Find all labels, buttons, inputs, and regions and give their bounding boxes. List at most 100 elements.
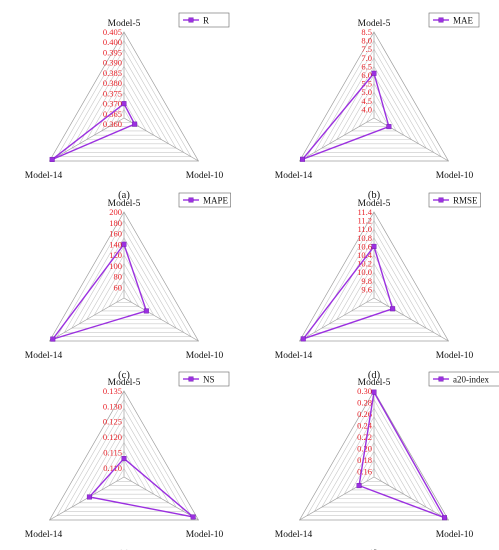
legend-marker	[188, 17, 194, 23]
grid-ring	[78, 424, 170, 504]
tick-label: 60	[114, 282, 123, 292]
grid-ring	[108, 100, 140, 127]
grid-ring	[328, 424, 420, 504]
grid-ring	[321, 416, 427, 508]
tick-label: 100	[109, 261, 122, 271]
grid-ring	[48, 211, 200, 342]
series-line	[358, 390, 447, 520]
grid-ring	[351, 450, 397, 491]
axis-name: Model-5	[358, 378, 391, 388]
tick-label: 0.400	[103, 37, 122, 47]
grid-ring	[313, 228, 435, 333]
data-point	[390, 306, 396, 312]
legend: RMSE	[428, 192, 481, 208]
grid-ring	[313, 48, 435, 153]
legend: a20-index	[428, 371, 499, 387]
grid-ring	[358, 100, 390, 127]
legend-marker	[438, 17, 444, 23]
data-point	[300, 156, 306, 162]
tick-label: 8.0	[361, 36, 372, 46]
tick-label: 0.30	[357, 386, 372, 396]
grid-ring	[101, 271, 147, 312]
axis-name: Model-10	[186, 530, 224, 540]
legend-box	[178, 371, 230, 387]
legend-label: RMSE	[453, 196, 478, 206]
tick-label: 11.4	[357, 207, 372, 217]
axis-name: Model-14	[25, 530, 63, 540]
data-point	[300, 336, 306, 342]
axis-name: Model-10	[436, 171, 474, 181]
tick-label: 0.26	[357, 409, 372, 419]
grid-ring	[306, 39, 442, 157]
tick-label: 10.2	[357, 259, 372, 269]
tick-label: 140	[109, 239, 122, 249]
legend-label: a20-index	[453, 375, 489, 385]
tick-label: 7.5	[361, 44, 372, 54]
tick-label: 8.5	[361, 27, 372, 37]
tick-label: 10.6	[357, 241, 372, 251]
radar-panel-5: 0.135 0.130 0.125 0.120 0.115 0.110 Model-5 Mod…	[25, 371, 230, 550]
grid-ring	[116, 108, 132, 123]
series-line	[88, 457, 196, 519]
data-point	[356, 483, 362, 489]
data-point	[86, 494, 92, 500]
series-line	[51, 102, 136, 161]
tick-label: 10.8	[357, 233, 372, 243]
axis-spoke	[373, 297, 449, 342]
legend-label: NS	[203, 375, 215, 385]
panel-label: (b)	[368, 190, 381, 201]
axis-name: Model-10	[186, 171, 224, 181]
legend: MAPE	[178, 192, 231, 208]
tick-label: 9.8	[361, 276, 372, 286]
legend-label: R	[203, 16, 209, 26]
grid-ring	[366, 467, 382, 482]
axis-name: Model-14	[275, 351, 313, 361]
radar-panel-2: 8.58.07.57.06.56.05.55.04.54.0 Model-5 Mod…	[275, 12, 480, 201]
axis-name: Model-14	[25, 351, 63, 361]
grid-ring	[313, 407, 435, 512]
grid-ring	[56, 220, 192, 338]
tick-label: 0.115	[103, 447, 122, 457]
tick-label: 4.5	[361, 96, 372, 106]
grid-ring	[358, 280, 390, 307]
grid-ring	[336, 74, 412, 140]
grid-ring	[328, 65, 420, 145]
legend-label: MAE	[453, 16, 474, 26]
grid-ring	[366, 288, 382, 303]
legend-box	[428, 192, 481, 208]
axis-spoke	[49, 117, 125, 162]
grid-ring	[63, 407, 185, 512]
axis-name: Model-5	[358, 199, 391, 209]
grid-ring	[63, 48, 185, 153]
series-line	[301, 244, 394, 341]
tick-label: 0.395	[103, 47, 122, 57]
legend-marker	[438, 376, 444, 382]
grid-ring	[298, 31, 450, 162]
legend-box	[178, 12, 230, 28]
axis-spoke	[49, 476, 125, 521]
data-point	[121, 101, 127, 107]
grid-ring	[71, 57, 177, 149]
grid-ring	[306, 220, 442, 338]
radar-panel-3: 2001801601401201008060Model-5Model-10Mod…	[25, 192, 231, 381]
legend-box	[428, 12, 480, 28]
grid-ring	[358, 459, 390, 486]
tick-label: 6.0	[361, 70, 372, 80]
tick-label: 0.130	[103, 401, 122, 411]
grid-ring	[336, 254, 412, 320]
tick-label: 11.2	[357, 216, 372, 226]
tick-label: 0.24	[357, 420, 373, 430]
axis-spoke	[299, 297, 375, 342]
panel-label: (d)	[368, 370, 381, 381]
radar-panel-6: 0.300.280.260.240.220.200.180.16Model-5M…	[275, 371, 499, 550]
grid-ring	[93, 442, 155, 495]
grid-ring	[328, 245, 420, 325]
legend: NS	[178, 371, 230, 387]
legend-marker	[188, 197, 194, 203]
data-point	[371, 70, 377, 76]
tick-label: 6.5	[361, 61, 372, 71]
axis-name: Model-10	[436, 530, 474, 540]
grid-ring	[63, 228, 185, 333]
tick-label: 0.120	[103, 432, 122, 442]
grid-ring	[71, 237, 177, 329]
